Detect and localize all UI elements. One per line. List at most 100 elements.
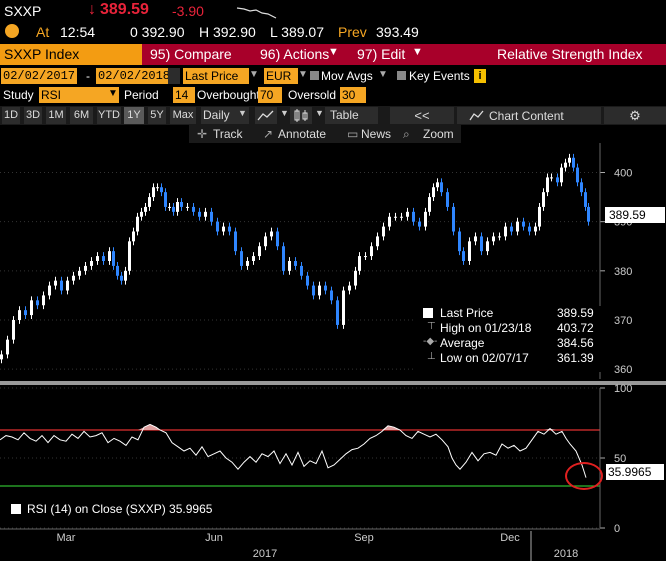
price-candle [492,236,495,242]
panel-divider[interactable] [0,381,666,385]
news-button[interactable]: News [361,127,392,141]
ohlc-bar: At 12:54 0 392.90 H 392.90 L 389.07 Prev… [0,22,666,42]
last-price-swatch [423,308,433,318]
zoom-button[interactable]: Zoom [423,127,454,141]
price-type-chevron-icon[interactable]: ▼ [249,69,259,80]
study-select[interactable]: RSI [39,87,119,103]
price-candle [152,187,155,198]
track-button[interactable]: Track [213,127,243,141]
price-candle [30,300,33,316]
info-icon[interactable]: i [474,69,486,83]
overbought-fill [388,425,394,430]
annotate-button[interactable]: Annotate [278,127,327,141]
quote-bar: SXXP ↓ 389.59 -3.90 [0,0,666,22]
range-button-max[interactable]: Max [170,107,196,124]
candlestick-chevron-icon[interactable]: ▼ [315,108,324,118]
zoom-icon[interactable]: ⌕ [403,127,410,141]
period-label: Period [124,88,159,102]
rsi-tick-label: 100 [614,383,632,395]
price-candle [204,211,207,217]
crosshair-icon[interactable]: ✛ [197,127,208,141]
oversold-input[interactable]: 30 [340,87,366,103]
settings-gear-icon[interactable]: ⚙ [604,107,666,124]
calendar-icon[interactable] [168,68,180,84]
price-candle [198,211,201,217]
price-candle [584,192,587,207]
study-chevron-icon[interactable]: ▼ [108,88,118,99]
chart-title: Relative Strength Index [497,46,643,62]
price-candle [54,280,57,286]
price-candle [264,236,267,247]
legend-last-price-label: Last Price [440,306,494,320]
key-events-label: Key Events [409,69,470,83]
range-button-ytd[interactable]: YTD [97,107,121,124]
rsi-value-tag: 35.9965 [606,464,664,480]
high-value: H 392.90 [199,24,256,40]
price-legend: Last Price 389.59 ⊤ High on 01/23/18 403… [413,306,607,372]
candlestick-icon[interactable] [290,107,312,124]
price-candle [78,270,81,276]
chart-content-icon [469,110,484,121]
price-tick-label: 380 [614,266,632,278]
price-candle [580,182,583,193]
price-candle [424,211,427,227]
price-candle [144,206,147,212]
news-icon[interactable]: ▭ [347,127,359,141]
study-controls: Study RSI ▼ Period 14 Overbought 70 Over… [0,86,666,105]
key-events-checkbox[interactable] [397,71,406,80]
edit-chevron-down-icon[interactable]: ▼ [412,46,423,58]
price-candle [276,231,279,247]
rsi-swatch [11,504,21,514]
range-button-5y[interactable]: 5Y [148,107,166,124]
price-candle [72,275,75,281]
frequency-chevron-icon[interactable]: ▼ [238,108,247,118]
annotate-icon[interactable]: ↗ [263,127,274,141]
price-candle [516,221,519,232]
price-candle [108,251,111,261]
range-button-6m[interactable]: 6M [70,107,93,124]
range-button-1y[interactable]: 1Y [124,107,144,124]
period-input[interactable]: 14 [173,87,195,103]
collapse-icon[interactable]: << [390,107,454,124]
currency-select[interactable]: EUR [264,68,298,84]
date-controls: 02/02/2017 - 02/02/2018 Last Price ▼ EUR… [0,67,666,86]
last-price-tag: 389.59 [605,207,665,223]
price-candle [210,211,213,222]
range-button-3d[interactable]: 3D [24,107,42,124]
price-candle [342,290,345,325]
start-date-input[interactable]: 02/02/2017 [1,68,78,84]
price-candle [136,216,139,232]
end-date-input[interactable]: 02/02/2018 [96,68,173,84]
chart-content-button[interactable]: Chart Content [457,107,601,124]
compare-menu[interactable]: 95) Compare [150,46,232,62]
overbought-input[interactable]: 70 [258,87,282,103]
clock-icon [5,24,19,38]
price-type-select[interactable]: Last Price [183,68,249,84]
mov-avgs-chevron-icon[interactable]: ▼ [378,69,388,80]
rsi-tick-label: 50 [614,453,626,465]
price-candle [480,236,483,252]
frequency-select[interactable]: Daily [201,107,249,124]
price-candle [418,221,421,227]
currency-chevron-icon[interactable]: ▼ [298,69,308,80]
overbought-fill [382,425,388,430]
line-chart-icon[interactable] [255,107,277,124]
mov-avgs-checkbox[interactable] [310,71,319,80]
year-label: 2018 [554,548,578,560]
price-candle [294,261,297,266]
price-candle [364,256,367,258]
price-candle [440,182,443,193]
actions-menu[interactable]: 96) Actions [260,46,330,62]
x-tick-label: Dec [500,532,520,544]
range-button-1d[interactable]: 1D [2,107,20,124]
range-button-1m[interactable]: 1M [46,107,66,124]
table-button[interactable]: Table [325,107,378,124]
security-field[interactable]: SXXP Index [0,44,142,65]
actions-chevron-down-icon[interactable]: ▼ [328,46,339,58]
study-label: Study [3,88,34,102]
price-candle [172,206,175,212]
price-candle [24,310,27,316]
edit-menu[interactable]: 97) Edit [357,46,406,62]
line-chart-chevron-icon[interactable]: ▼ [280,108,289,118]
price-candle [96,256,99,261]
